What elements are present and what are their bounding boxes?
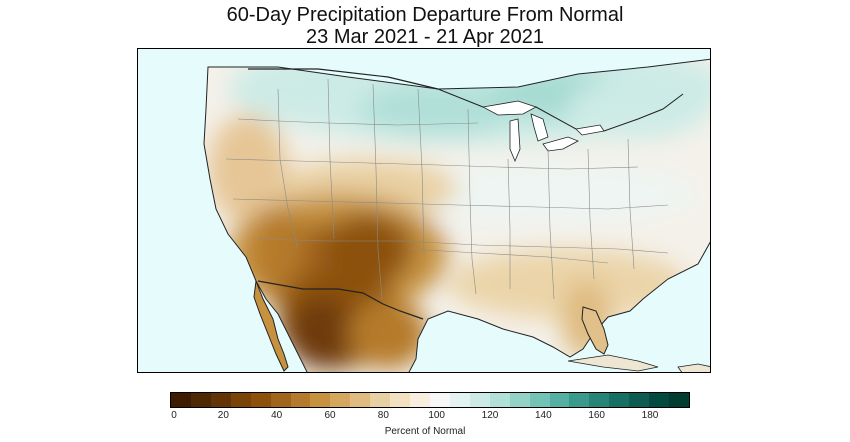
colorbar-swatch [509,393,530,407]
colorbar-tick-label: 160 [588,410,605,421]
colorbar-tick-label: 140 [534,410,552,421]
colorbar-swatch [410,393,430,407]
title-main: 60-Day Precipitation Departure From Norm… [226,4,624,26]
colorbar-swatch [489,393,510,407]
state-boundaries [225,78,669,300]
colorbar-swatch [529,393,550,407]
colorbar-swatch [171,393,191,407]
us-canada-border [248,68,439,90]
colorbar-swatch [469,393,490,407]
colorbar-tick-label: 100 [428,410,445,421]
colorbar-tick-label: 180 [641,410,659,421]
colorbar-swatch [390,393,411,407]
land-shading [204,59,710,372]
colorbar-swatch [250,393,271,407]
colorbar-swatch [629,393,650,407]
map-title: 60-Day Precipitation Departure From Norm… [0,4,850,48]
colorbar-label: Percent of Normal [384,426,466,437]
colorbar-swatch [589,393,610,407]
colorbar-tick-label: 20 [217,410,229,421]
florida [581,306,609,355]
colorbar-swatch [429,393,450,407]
colorbar-swatch [669,393,689,407]
colorbar-swatch [230,393,251,407]
colorbar-tick-label: 120 [481,410,499,421]
us-mexico-border [257,280,424,320]
colorbar-swatch [190,393,211,407]
colorbar-swatch [350,393,371,407]
coastline [203,58,710,372]
colorbar-swatch [270,393,291,407]
colorbar-swatch [290,393,311,407]
colorbar-tick-label: 80 [377,410,389,421]
colorbar-strip [170,392,690,408]
great-lakes [481,100,605,163]
title-date-range: 23 Mar 2021 - 21 Apr 2021 [306,26,544,48]
colorbar-swatch [549,393,570,407]
colorbar-swatch [370,393,391,407]
colorbar: 0 20 40 60 80 100 120 140 160 180 [170,392,690,424]
colorbar-swatch [649,393,670,407]
colorbar-swatch [310,393,331,407]
colorbar-tick-label: 40 [271,410,283,421]
baja-california [253,280,289,372]
map-panel [137,48,711,373]
caribbean-islands [567,354,710,372]
colorbar-tick-label: 60 [324,410,336,421]
colorbar-swatch [609,393,630,407]
precipitation-map [138,49,710,372]
colorbar-swatch [210,393,231,407]
colorbar-swatch [569,393,590,407]
colorbar-swatch [330,393,351,407]
colorbar-swatch [449,393,470,407]
colorbar-tick-label: 0 [171,410,177,421]
colorbar-ticks: 0 20 40 60 80 100 120 140 160 180 [170,410,690,424]
us-canada-border-east [437,88,684,132]
